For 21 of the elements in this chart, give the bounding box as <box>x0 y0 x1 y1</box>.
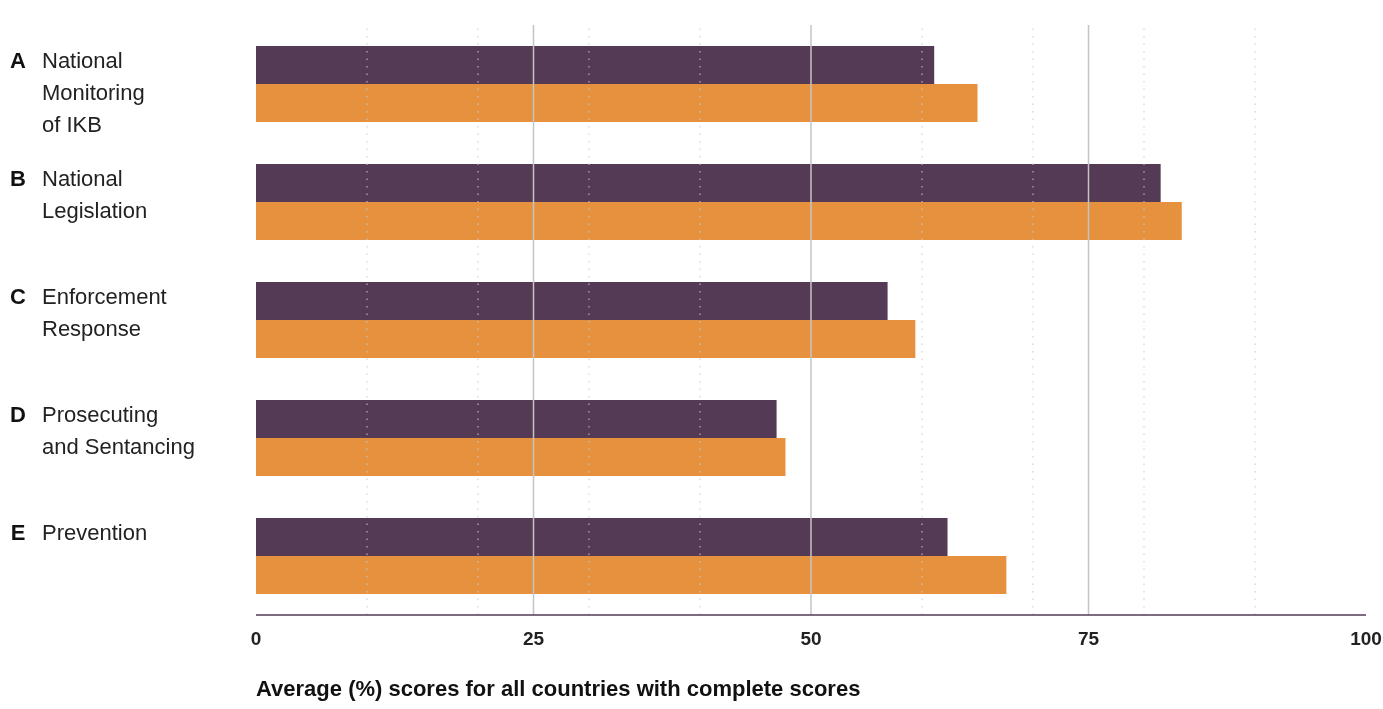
x-tick-label: 50 <box>800 628 822 649</box>
bar <box>256 164 1161 202</box>
bar <box>256 202 1182 240</box>
x-tick-label: 75 <box>1077 628 1100 649</box>
bar <box>256 400 777 438</box>
y-tick-label: B National Legislation <box>10 166 148 223</box>
bar <box>256 556 1007 594</box>
y-tick-label: C Enforcement Response <box>10 284 167 341</box>
bar <box>256 438 786 476</box>
x-tick-label: 100 <box>1350 628 1382 649</box>
bar <box>256 282 888 320</box>
bar <box>256 84 978 122</box>
bar <box>256 320 916 358</box>
bar <box>256 518 948 556</box>
x-tick-label: 0 <box>250 628 262 649</box>
y-tick-label: E Prevention <box>10 520 148 545</box>
x-tick-label: 25 <box>522 628 545 649</box>
y-tick-label: D Prosecuting and Sentancing <box>10 402 195 459</box>
x-axis-title: Average (%) scores for all countries with complete scores <box>256 676 861 702</box>
y-tick-label: A National Monitoring of IKB <box>10 48 145 137</box>
bar <box>256 46 935 84</box>
